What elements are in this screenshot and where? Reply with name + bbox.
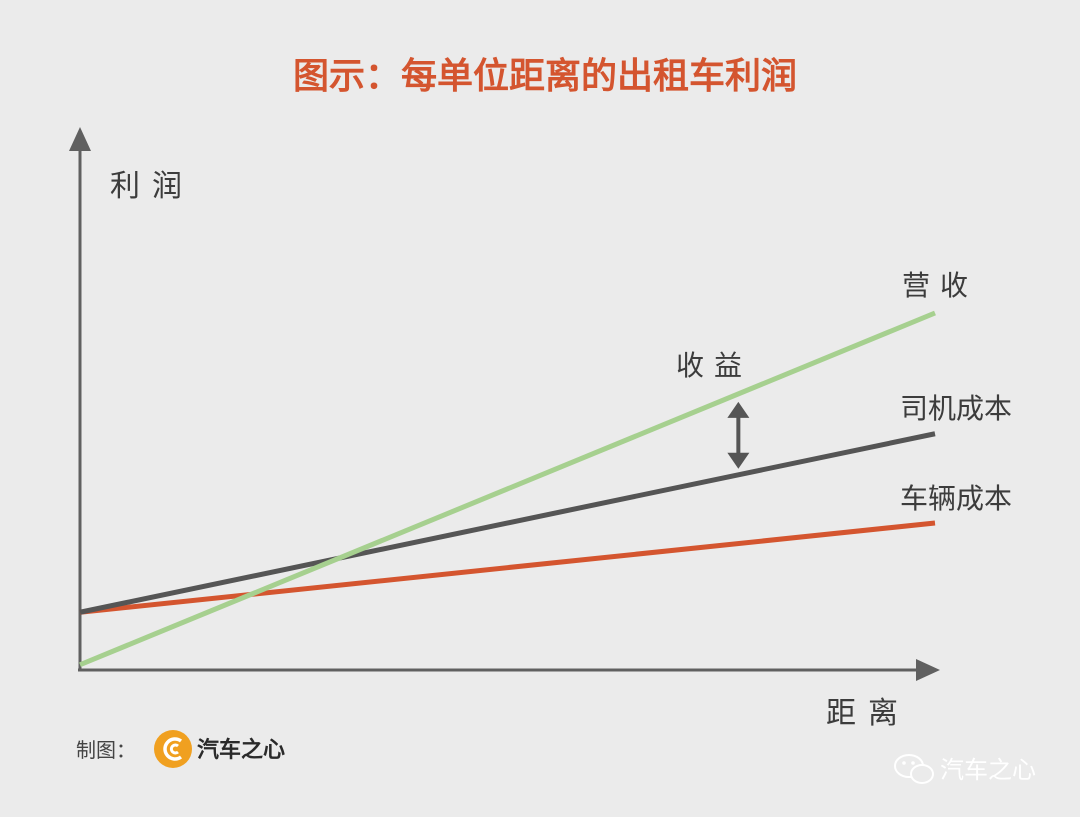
x-axis-label: 距离: [826, 696, 910, 731]
profit-annotation: 收益: [676, 349, 752, 469]
wechat-icon: [894, 754, 934, 784]
series-line-revenue: [79, 310, 936, 668]
series-layer: [79, 310, 936, 668]
x-axis: [78, 659, 940, 681]
series-label-revenue: 营收: [902, 269, 978, 302]
chart-title: 图示：每单位距离的出租车利润: [293, 56, 797, 97]
series-label-vehicle-cost: 车辆成本: [900, 482, 1012, 515]
series-line-driver-cost: [79, 431, 936, 615]
series-line-vehicle-cost: [79, 520, 936, 615]
y-axis: [69, 127, 91, 670]
watermark: 汽车之心: [894, 754, 1036, 784]
arrow-head-down-icon: [727, 452, 750, 469]
profit-label: 收益: [676, 349, 752, 382]
watermark-text: 汽车之心: [940, 756, 1036, 784]
credit: 制图： 汽车之心: [76, 730, 285, 768]
brand-name: 汽车之心: [197, 737, 285, 763]
y-axis-arrow-icon: [69, 127, 91, 151]
y-axis-label: 利润: [110, 169, 194, 204]
x-axis-arrow-icon: [916, 659, 940, 681]
car-heart-logo-icon: [154, 730, 192, 768]
series-label-driver-cost: 司机成本: [900, 392, 1012, 425]
credit-label: 制图：: [76, 738, 136, 762]
arrow-head-up-icon: [727, 401, 750, 418]
